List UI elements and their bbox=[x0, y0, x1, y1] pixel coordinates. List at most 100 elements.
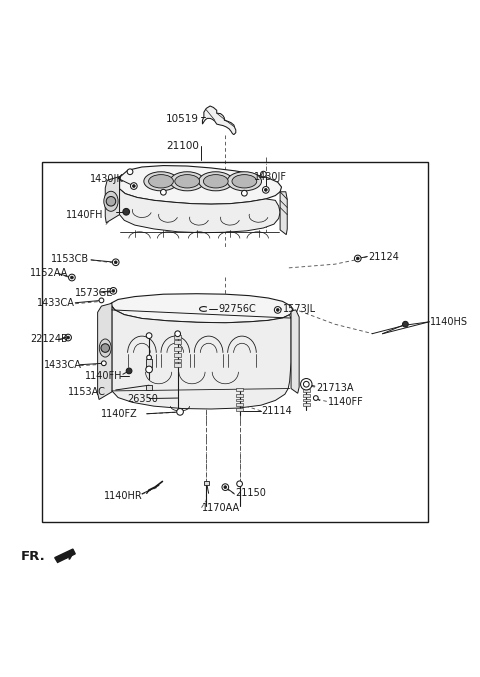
Bar bbox=[174, 334, 181, 338]
Circle shape bbox=[71, 276, 73, 279]
Bar bbox=[236, 399, 243, 401]
Polygon shape bbox=[291, 310, 299, 393]
Text: 1140FH: 1140FH bbox=[85, 371, 122, 380]
Text: 21114: 21114 bbox=[261, 406, 292, 416]
Ellipse shape bbox=[99, 339, 111, 357]
Ellipse shape bbox=[149, 175, 173, 188]
Circle shape bbox=[261, 171, 266, 177]
Text: FR.: FR. bbox=[21, 550, 45, 563]
Ellipse shape bbox=[144, 172, 178, 191]
Circle shape bbox=[263, 187, 269, 193]
Text: 21124: 21124 bbox=[368, 252, 399, 261]
Ellipse shape bbox=[232, 175, 257, 188]
Circle shape bbox=[222, 484, 228, 490]
Circle shape bbox=[313, 395, 318, 400]
Polygon shape bbox=[203, 106, 236, 135]
Text: 10519: 10519 bbox=[166, 114, 199, 125]
Circle shape bbox=[132, 185, 135, 188]
Circle shape bbox=[146, 366, 153, 373]
Bar bbox=[303, 403, 310, 406]
Circle shape bbox=[126, 368, 132, 374]
Bar bbox=[146, 385, 152, 390]
Bar bbox=[174, 347, 181, 351]
Circle shape bbox=[69, 274, 75, 281]
Circle shape bbox=[354, 255, 361, 262]
Circle shape bbox=[110, 288, 117, 294]
Bar bbox=[146, 359, 153, 367]
Polygon shape bbox=[105, 177, 120, 223]
Circle shape bbox=[276, 309, 279, 311]
Circle shape bbox=[65, 334, 72, 341]
Polygon shape bbox=[112, 306, 291, 409]
Circle shape bbox=[106, 196, 116, 206]
Circle shape bbox=[177, 408, 183, 415]
Circle shape bbox=[403, 322, 408, 327]
Circle shape bbox=[356, 257, 359, 260]
Circle shape bbox=[146, 333, 152, 338]
Bar bbox=[236, 394, 243, 397]
Circle shape bbox=[237, 481, 242, 487]
Ellipse shape bbox=[199, 172, 233, 191]
Circle shape bbox=[175, 331, 180, 336]
Polygon shape bbox=[280, 192, 287, 235]
Text: 26350: 26350 bbox=[128, 393, 158, 403]
Text: 1430JK: 1430JK bbox=[90, 174, 123, 184]
Circle shape bbox=[224, 485, 227, 489]
Circle shape bbox=[241, 190, 247, 196]
Text: 92756C: 92756C bbox=[218, 304, 256, 314]
Circle shape bbox=[101, 361, 106, 366]
Text: 1170AA: 1170AA bbox=[202, 502, 240, 512]
Circle shape bbox=[99, 298, 104, 303]
Text: 1140FH: 1140FH bbox=[66, 210, 103, 219]
Bar bbox=[174, 364, 181, 367]
Bar bbox=[236, 408, 243, 411]
Text: 1573JL: 1573JL bbox=[282, 304, 316, 314]
Ellipse shape bbox=[104, 192, 118, 211]
Bar bbox=[303, 394, 310, 397]
Text: 1140FF: 1140FF bbox=[328, 397, 363, 408]
Polygon shape bbox=[120, 166, 282, 204]
Ellipse shape bbox=[227, 172, 262, 191]
Text: 1433CA: 1433CA bbox=[37, 299, 75, 308]
Bar bbox=[303, 399, 310, 401]
Bar bbox=[174, 353, 181, 357]
Circle shape bbox=[112, 290, 115, 292]
Ellipse shape bbox=[204, 175, 228, 188]
Circle shape bbox=[147, 355, 152, 360]
Circle shape bbox=[67, 336, 70, 339]
Bar bbox=[236, 403, 243, 406]
Circle shape bbox=[101, 344, 109, 352]
Polygon shape bbox=[111, 294, 293, 323]
Circle shape bbox=[123, 209, 130, 215]
Text: 1140HR: 1140HR bbox=[104, 491, 143, 501]
Text: 1430JF: 1430JF bbox=[254, 171, 287, 181]
Bar bbox=[174, 359, 181, 362]
Circle shape bbox=[160, 190, 166, 195]
Bar bbox=[204, 481, 209, 485]
Ellipse shape bbox=[170, 172, 204, 191]
Circle shape bbox=[275, 307, 281, 313]
Bar bbox=[236, 388, 243, 391]
Ellipse shape bbox=[175, 175, 200, 188]
Polygon shape bbox=[120, 189, 280, 233]
Text: 22124B: 22124B bbox=[30, 334, 68, 345]
Circle shape bbox=[112, 259, 119, 265]
Bar bbox=[174, 341, 181, 344]
Polygon shape bbox=[55, 549, 75, 563]
Text: 1153AC: 1153AC bbox=[68, 387, 106, 397]
Text: 1140HS: 1140HS bbox=[430, 317, 468, 327]
Text: 1573GE: 1573GE bbox=[75, 288, 114, 298]
Circle shape bbox=[127, 169, 133, 175]
Text: 1152AA: 1152AA bbox=[30, 268, 68, 278]
Text: 1433CA: 1433CA bbox=[44, 359, 82, 370]
Text: 21713A: 21713A bbox=[316, 383, 353, 393]
Circle shape bbox=[264, 188, 267, 192]
Circle shape bbox=[300, 378, 312, 390]
Circle shape bbox=[303, 381, 309, 387]
Text: 21100: 21100 bbox=[166, 141, 199, 150]
Text: 1140FZ: 1140FZ bbox=[101, 409, 138, 419]
Polygon shape bbox=[97, 303, 112, 399]
Circle shape bbox=[131, 183, 137, 190]
Text: 1153CB: 1153CB bbox=[51, 255, 90, 265]
Bar bbox=[42, 162, 428, 522]
